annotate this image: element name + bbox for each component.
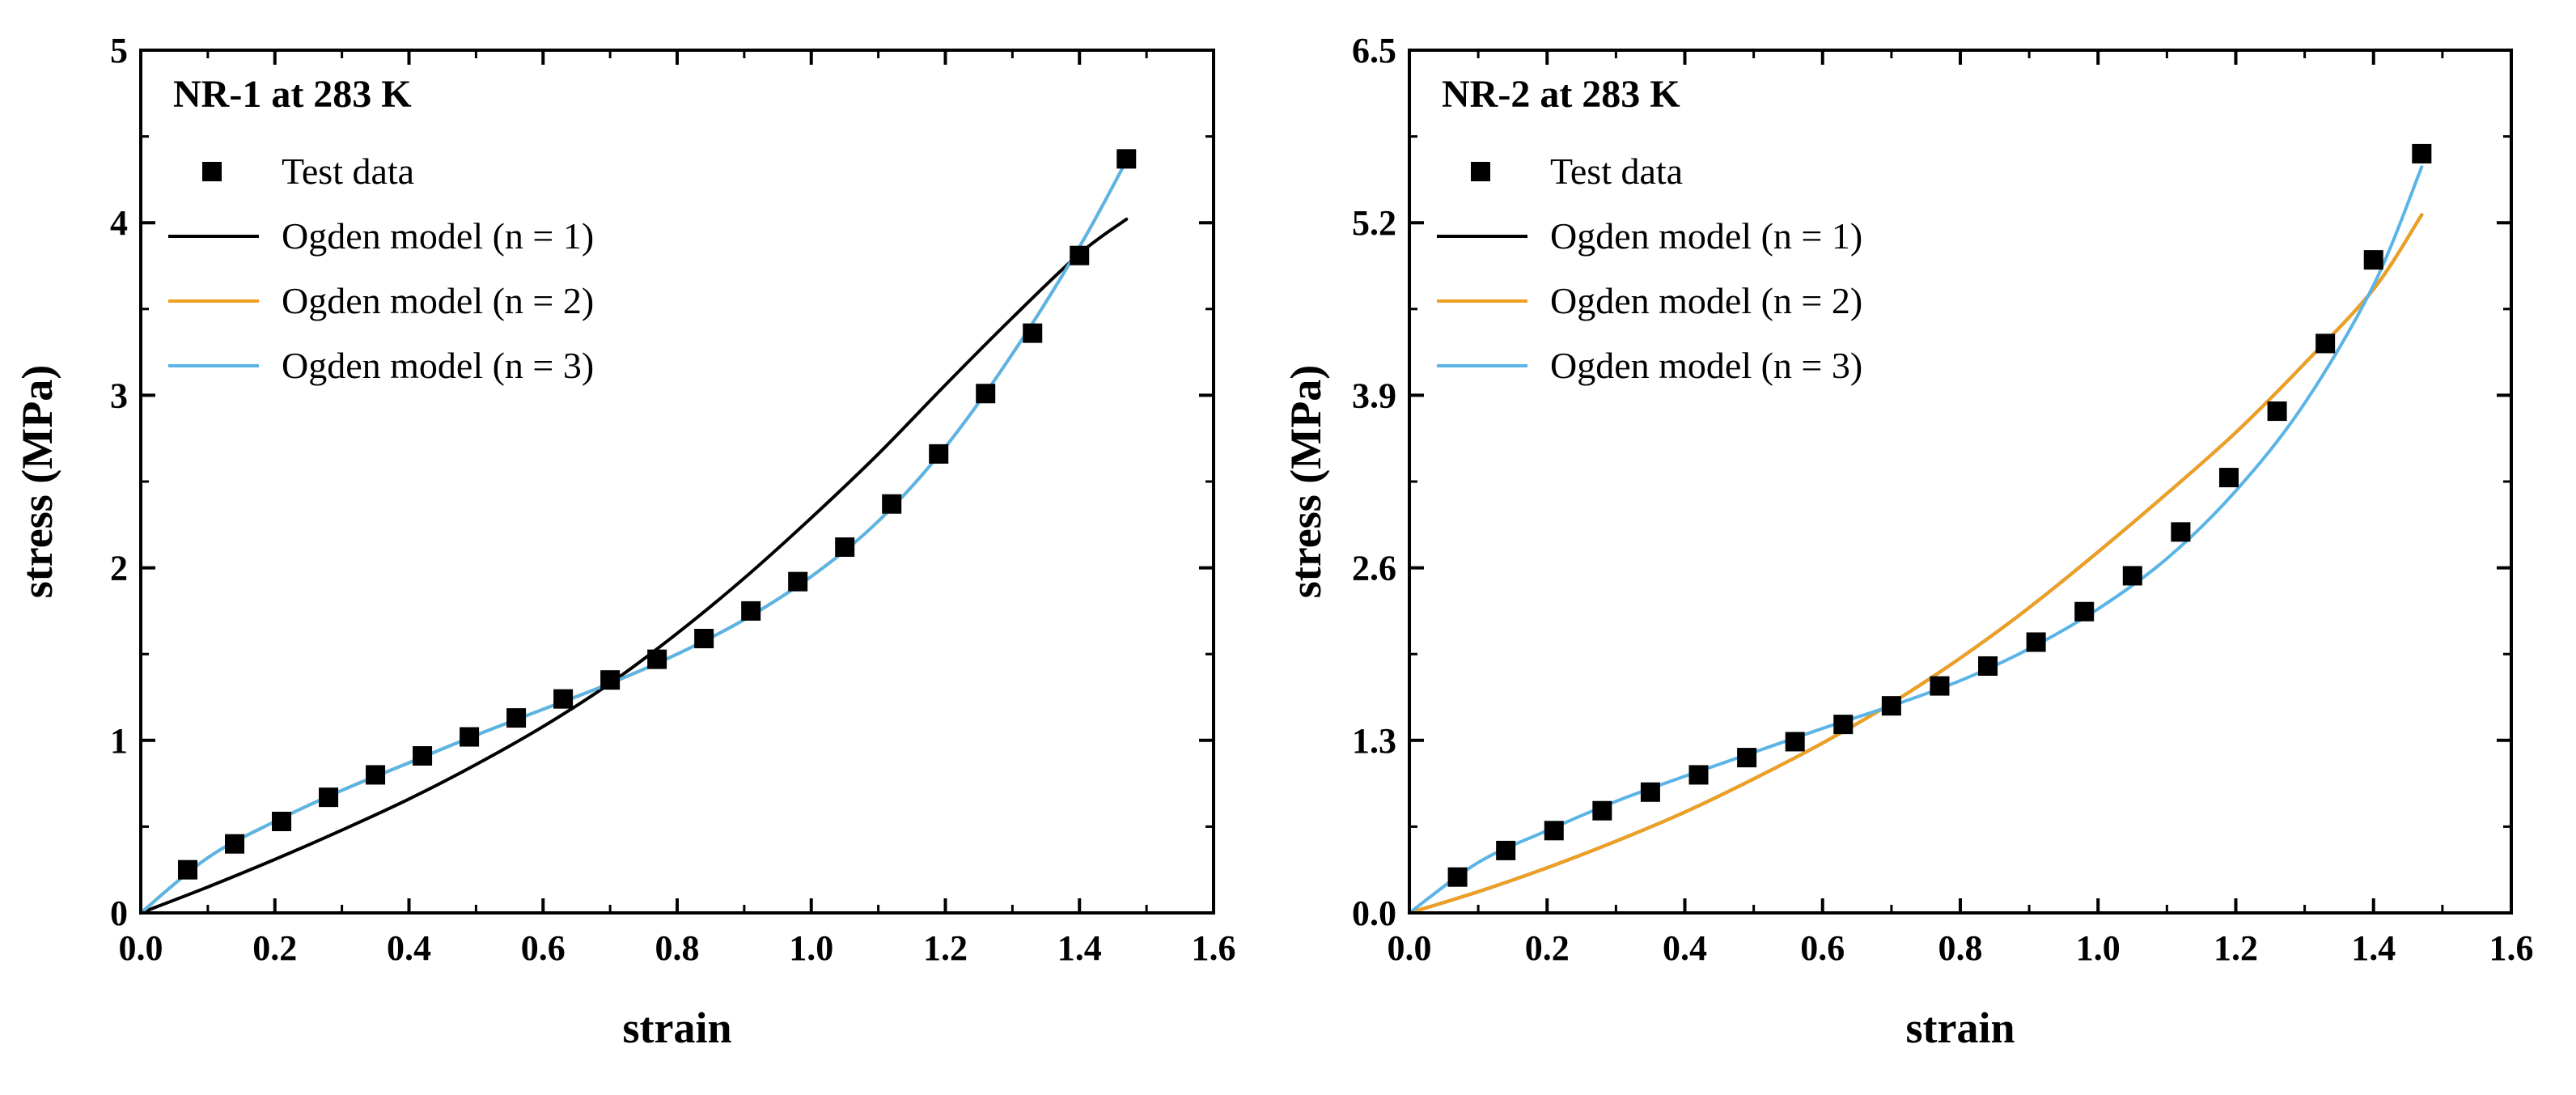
data-point <box>2026 632 2046 652</box>
x-tick-label: 1.6 <box>2489 928 2534 968</box>
x-tick-label: 1.0 <box>2076 928 2121 968</box>
data-point <box>1881 696 1901 716</box>
data-point <box>553 689 574 709</box>
data-point <box>1640 782 1660 802</box>
y-tick-label: 5.2 <box>1352 203 1396 243</box>
legend-label: Ogden model (n = 1) <box>1550 215 1862 257</box>
series-line-ogden-model-n-2 <box>139 159 1129 915</box>
data-point <box>1447 867 1468 887</box>
legend-label: Ogden model (n = 2) <box>1550 280 1862 321</box>
data-point <box>882 494 902 514</box>
x-tick-label: 0.0 <box>1388 928 1432 968</box>
data-point <box>413 745 433 766</box>
data-point <box>272 812 292 832</box>
x-axis-title: strain <box>1906 1004 2015 1052</box>
y-axis-title: stress (MPa) <box>1282 365 1330 598</box>
series-line-ogden-model-n-3 <box>1408 165 2424 915</box>
data-point <box>835 537 855 558</box>
data-point <box>506 708 527 728</box>
data-point <box>2412 143 2432 163</box>
y-tick-label: 3 <box>110 376 128 415</box>
x-tick-label: 0.4 <box>387 928 431 968</box>
data-point <box>225 834 245 854</box>
y-tick-label: 4 <box>110 203 128 243</box>
data-point <box>2218 468 2239 488</box>
chart-panel-2: 0.0 0.2 0.4 0.6 0.8 1.0 1.2 1.4 1.6 0.0 1.3 2.6 3.9 5… <box>1282 31 2534 1052</box>
x-tick-label: 0.6 <box>521 928 566 968</box>
data-point <box>600 670 621 690</box>
data-point <box>2363 250 2383 270</box>
panel-title: NR-1 at 283 K <box>173 73 412 116</box>
data-point <box>1023 323 1043 343</box>
data-point <box>2074 601 2095 622</box>
x-tick-label: 0.2 <box>1525 928 1570 968</box>
data-point <box>2315 333 2336 354</box>
data-point <box>788 571 808 592</box>
data-point <box>319 787 339 808</box>
y-tick-label: 1.3 <box>1352 721 1396 761</box>
data-point <box>1688 765 1709 785</box>
legend-marker-test-data <box>202 162 222 181</box>
data-point <box>1737 748 1757 768</box>
legend-label: Ogden model (n = 2) <box>282 280 594 321</box>
data-point <box>460 727 480 747</box>
y-tick-label: 2 <box>110 549 128 588</box>
data-point <box>1592 800 1612 821</box>
x-axis-title: strain <box>623 1004 732 1052</box>
series-line-ogden-model-n-1 <box>139 217 1129 915</box>
y-tick-label: 5 <box>110 31 128 70</box>
y-tick-label: 2.6 <box>1352 549 1396 588</box>
data-point <box>1978 656 1998 676</box>
data-point <box>1544 821 1564 841</box>
legend-label: Test data <box>1550 151 1683 192</box>
y-tick-label: 3.9 <box>1352 376 1396 415</box>
data-point <box>1930 676 1950 696</box>
legend-marker-test-data <box>1471 162 1490 181</box>
x-tick-label: 1.2 <box>2214 928 2258 968</box>
data-point <box>178 859 198 880</box>
data-point <box>741 601 761 621</box>
data-point <box>1833 715 1854 735</box>
data-point <box>1116 149 1137 169</box>
series-line-ogden-model-n-2 <box>1408 213 2424 915</box>
chart-panel-1: 0.0 0.2 0.4 0.6 0.8 1.0 1.2 1.4 1.6 0 1 2 3 4 5 strain s… <box>13 31 1236 1052</box>
x-tick-label: 0.8 <box>655 928 700 968</box>
legend-label: Ogden model (n = 1) <box>282 215 594 257</box>
data-point <box>2171 522 2191 542</box>
data-point <box>1785 732 1805 752</box>
data-point <box>366 765 386 785</box>
data-point <box>976 384 996 404</box>
legend-label: Ogden model (n = 3) <box>282 345 594 386</box>
x-tick-label: 1.2 <box>923 928 968 968</box>
x-tick-label: 0.2 <box>252 928 297 968</box>
x-tick-label: 1.6 <box>1192 928 1236 968</box>
legend-label: Test data <box>282 151 414 192</box>
data-point <box>647 649 667 669</box>
y-tick-label: 0 <box>110 893 128 933</box>
y-axis-title: stress (MPa) <box>13 365 61 598</box>
x-tick-label: 1.0 <box>789 928 833 968</box>
data-point <box>2122 566 2142 586</box>
data-point <box>1496 840 1516 860</box>
data-point <box>1070 245 1090 265</box>
y-tick-label: 0.0 <box>1352 893 1396 933</box>
x-tick-label: 0.4 <box>1663 928 1707 968</box>
x-tick-label: 0.8 <box>1938 928 1983 968</box>
series-line-ogden-model-n-3 <box>139 159 1129 915</box>
y-tick-label: 6.5 <box>1352 31 1396 70</box>
y-tick-label: 1 <box>110 721 128 761</box>
data-point <box>694 629 714 649</box>
x-tick-label: 1.4 <box>1057 928 1102 968</box>
x-tick-label: 0.0 <box>119 928 163 968</box>
legend-label: Ogden model (n = 3) <box>1550 345 1862 386</box>
data-point <box>929 444 949 464</box>
x-tick-label: 1.4 <box>2351 928 2396 968</box>
panel-title: NR-2 at 283 K <box>1442 73 1680 116</box>
data-point <box>2267 401 2287 422</box>
x-tick-label: 0.6 <box>1800 928 1845 968</box>
